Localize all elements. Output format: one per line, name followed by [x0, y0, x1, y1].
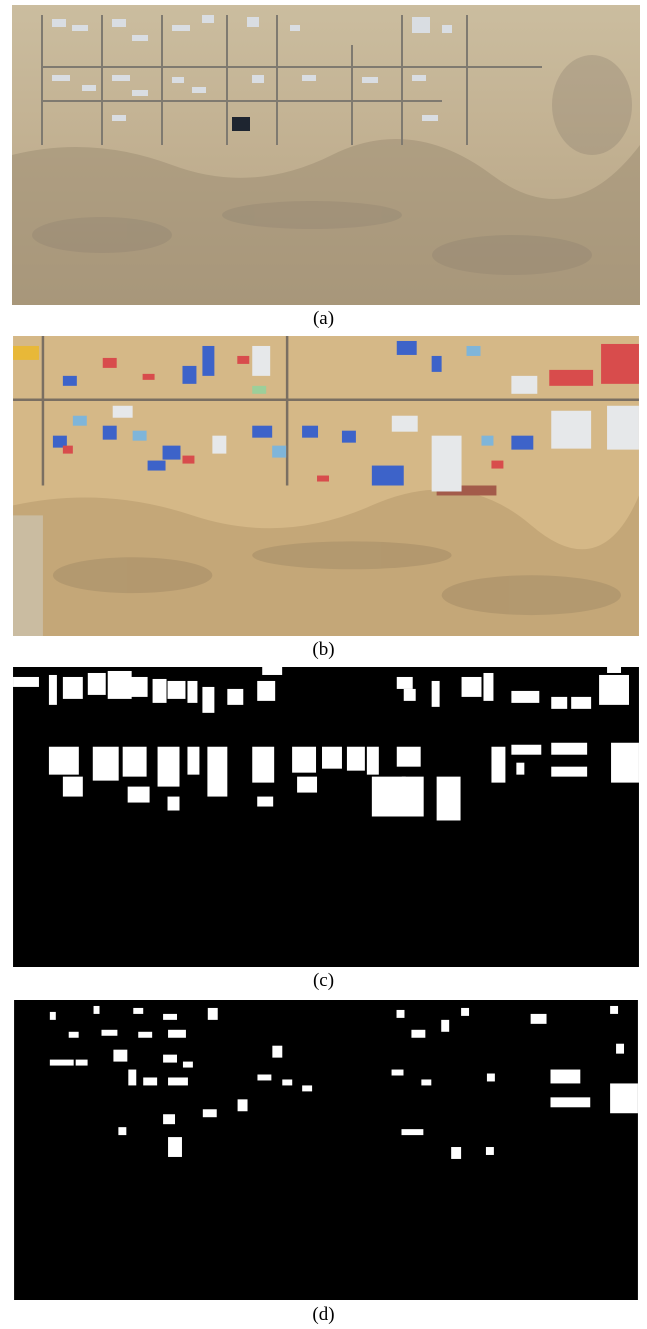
caption: (c)	[0, 970, 647, 992]
caption: (a)	[0, 308, 647, 330]
mask-image-c	[12, 667, 640, 967]
mask-image-d	[12, 1000, 640, 1300]
satellite-image-a	[12, 5, 640, 305]
figure-page: (a) (b)	[0, 0, 647, 1329]
caption: (d)	[0, 1304, 647, 1326]
satellite-image-b	[12, 336, 640, 636]
caption: (b)	[0, 639, 647, 661]
